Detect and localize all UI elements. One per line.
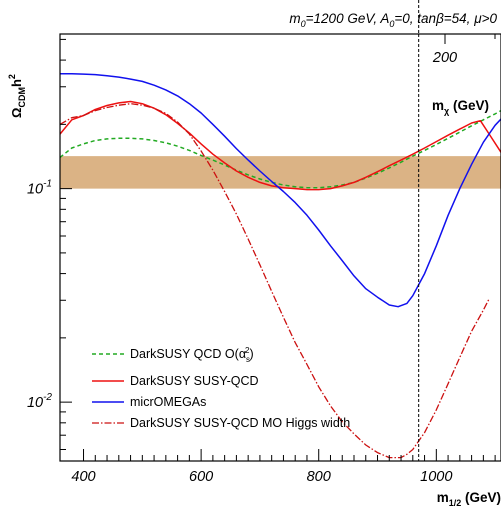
- legend: DarkSUSY QCD O(αs2) DarkSUSY SUSY-QCD mi…: [92, 346, 350, 430]
- series-line-2: [60, 73, 501, 308]
- y-axis-label: ΩCDMh2: [7, 74, 27, 118]
- series-line-1: [60, 100, 501, 191]
- x-tick-label: 1000: [420, 469, 452, 485]
- chart-title: m0=1200 GeV, A0=0, tanβ=54, μ>0: [289, 11, 497, 29]
- series-line-0: [60, 109, 501, 189]
- series-line-3: [60, 103, 490, 459]
- legend-label-darksusy-mo-higgs: DarkSUSY SUSY-QCD MO Higgs width: [130, 416, 350, 430]
- relic-density-band: [60, 156, 501, 189]
- legend-label-darksusy-qcd: DarkSUSY QCD O(αs2): [130, 346, 254, 364]
- x-tick-label: 400: [71, 469, 95, 485]
- top-axis-label: mχ (GeV): [432, 98, 489, 116]
- y-tick-label: 10-2: [27, 392, 52, 411]
- y-tick-label: 10-1: [27, 179, 52, 198]
- legend-label-micromegas: micrOMEGAs: [130, 395, 206, 409]
- plot-frame: [59, 33, 501, 462]
- top-tick-label: 200: [432, 50, 457, 66]
- x-axis-label: m1/2 (GeV): [437, 490, 501, 506]
- x-tick-label: 600: [189, 469, 213, 485]
- legend-label-darksusy-susy-qcd: DarkSUSY SUSY-QCD: [130, 374, 259, 388]
- x-tick-label: 800: [307, 469, 331, 485]
